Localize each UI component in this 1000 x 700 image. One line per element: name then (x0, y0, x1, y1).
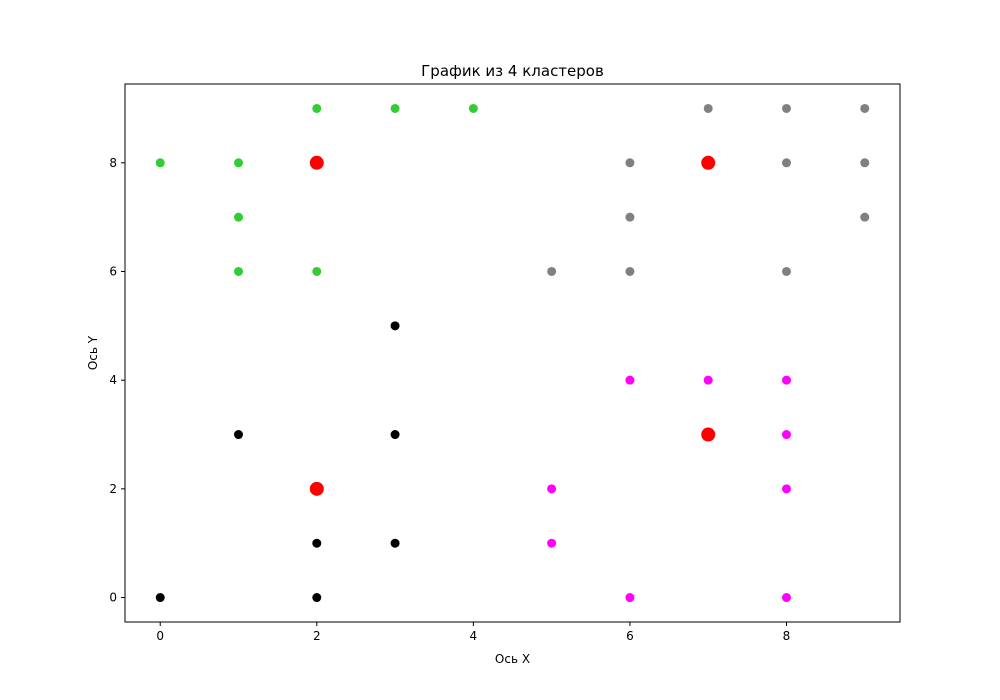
data-point (703, 103, 713, 113)
centroid-point (701, 427, 716, 442)
data-point (547, 538, 557, 548)
data-point (312, 538, 322, 548)
data-point (781, 103, 791, 113)
data-point (390, 538, 400, 548)
y-tick-label: 0 (109, 591, 117, 605)
data-point (703, 375, 713, 385)
x-tick-label: 8 (783, 629, 791, 643)
x-tick-label: 2 (313, 629, 321, 643)
data-point (234, 430, 244, 440)
y-tick-label: 8 (109, 156, 117, 170)
centroid-point (701, 155, 716, 170)
data-point (781, 266, 791, 276)
plot-area-frame (124, 83, 901, 623)
data-point (234, 212, 244, 222)
x-tick-label: 0 (156, 629, 164, 643)
x-axis-label: Ось X (495, 652, 530, 666)
data-point (234, 158, 244, 168)
y-axis-ticks: 0 2 4 6 8 (109, 156, 125, 605)
data-point (860, 103, 870, 113)
data-point (625, 266, 635, 276)
centroid-point (309, 155, 324, 170)
data-point (625, 593, 635, 603)
y-axis-label: Ось Y (86, 335, 100, 370)
data-point (625, 375, 635, 385)
data-point (234, 266, 244, 276)
x-tick-label: 6 (626, 629, 634, 643)
data-point (312, 103, 322, 113)
y-tick-label: 2 (109, 482, 117, 496)
chart-title: График из 4 кластеров (421, 62, 604, 80)
data-point (312, 593, 322, 603)
data-point (155, 593, 165, 603)
data-point (312, 266, 322, 276)
x-tick-label: 4 (470, 629, 478, 643)
data-point (468, 103, 478, 113)
x-axis-ticks: 0 2 4 6 8 (156, 622, 790, 643)
centroid-point (309, 481, 324, 496)
data-point (547, 266, 557, 276)
data-point (155, 158, 165, 168)
data-point (860, 212, 870, 222)
y-tick-label: 4 (109, 373, 117, 387)
data-point (625, 212, 635, 222)
data-point (390, 103, 400, 113)
data-point (781, 430, 791, 440)
data-point (860, 158, 870, 168)
data-point (781, 484, 791, 494)
y-tick-label: 6 (109, 264, 117, 278)
data-point (390, 321, 400, 331)
data-point (781, 375, 791, 385)
data-point (781, 593, 791, 603)
data-point (390, 430, 400, 440)
data-point (625, 158, 635, 168)
data-point (547, 484, 557, 494)
data-points (155, 103, 870, 603)
data-point (781, 158, 791, 168)
